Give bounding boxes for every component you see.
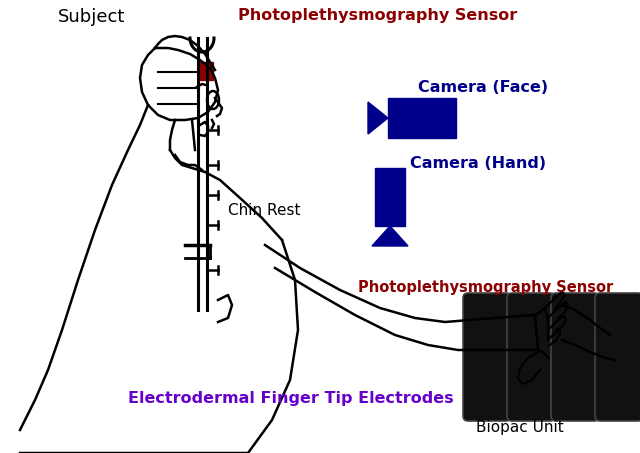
Bar — [548, 332, 561, 342]
Text: Camera (Hand): Camera (Hand) — [410, 156, 546, 171]
Text: Chin Rest: Chin Rest — [228, 203, 301, 218]
Bar — [548, 307, 561, 319]
FancyBboxPatch shape — [551, 293, 599, 421]
FancyBboxPatch shape — [507, 293, 555, 421]
Bar — [375, 168, 405, 226]
FancyBboxPatch shape — [595, 293, 640, 421]
Polygon shape — [368, 102, 388, 134]
Text: Biopac Unit: Biopac Unit — [476, 420, 564, 435]
Polygon shape — [372, 226, 408, 246]
Bar — [548, 320, 561, 331]
FancyBboxPatch shape — [463, 293, 511, 421]
Text: Electrodermal Finger Tip Electrodes: Electrodermal Finger Tip Electrodes — [128, 391, 454, 406]
Bar — [199, 62, 213, 80]
Text: Subject: Subject — [58, 8, 125, 26]
Text: Camera (Face): Camera (Face) — [418, 80, 548, 95]
Bar — [388, 98, 456, 138]
Text: Photoplethysmography Sensor: Photoplethysmography Sensor — [358, 280, 613, 295]
Text: Photoplethysmography Sensor: Photoplethysmography Sensor — [238, 8, 517, 23]
